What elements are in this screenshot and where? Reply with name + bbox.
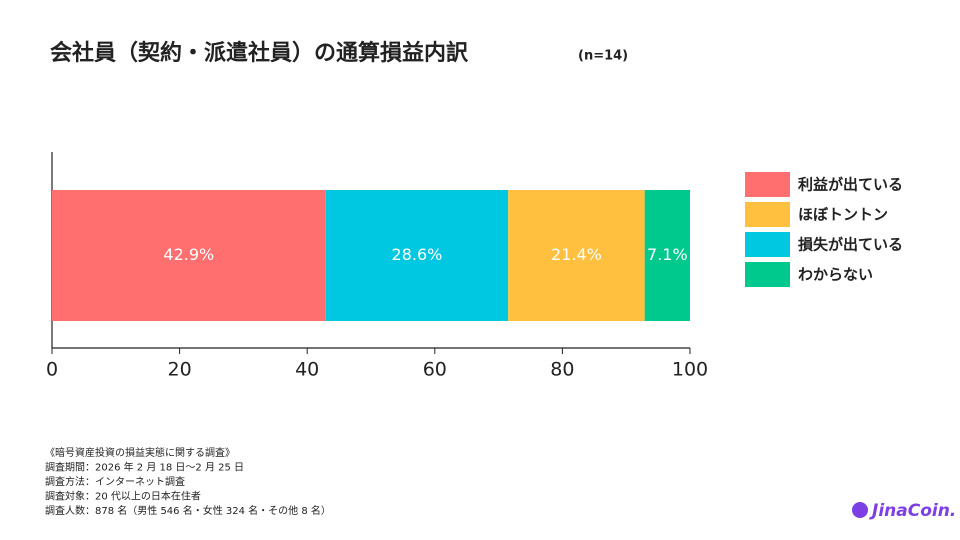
- chart-subtitle: (n=14): [578, 49, 628, 64]
- x-tick-label: 60: [423, 359, 447, 381]
- legend-label: わからない: [798, 266, 873, 284]
- logo: JinaCoin.: [869, 501, 956, 521]
- bar-segment: [508, 190, 645, 321]
- value-label: 21.4%: [551, 245, 602, 264]
- legend-label: 利益が出ている: [798, 176, 903, 194]
- legend-label: ほぼトントン: [798, 206, 888, 224]
- bar-segment: [325, 190, 509, 321]
- legend-swatch: [745, 262, 790, 287]
- chart-title: 会社員（契約・派遣社員）の通算損益内訳: [50, 40, 469, 66]
- x-tick-label: 80: [550, 359, 574, 381]
- value-label: 42.9%: [163, 245, 214, 264]
- note-line: 調査期間：2026 年 2 月 18 日〜2 月 25 日: [45, 461, 244, 474]
- bar-segment: [644, 190, 690, 321]
- legend-swatch: [745, 232, 790, 257]
- note-line: 調査対象：20 代以上の日本在住者: [45, 490, 201, 503]
- bar-segment: [52, 190, 326, 321]
- legend-label: 損失が出ている: [798, 236, 903, 254]
- notes: 《暗号資産投資の損益実態に関する調査》調査期間：2026 年 2 月 18 日〜…: [45, 446, 331, 517]
- value-label: 28.6%: [392, 245, 443, 264]
- value-label: 7.1%: [647, 245, 688, 264]
- legend-swatch: [745, 202, 790, 227]
- x-tick-label: 40: [295, 359, 319, 381]
- logo-icon: [852, 502, 868, 518]
- x-tick-label: 0: [46, 359, 58, 381]
- note-line: 調査方法：インターネット調査: [45, 475, 185, 488]
- note-line: 調査人数：878 名（男性 546 名・女性 324 名・その他 8 名）: [45, 504, 331, 517]
- legend-swatch: [745, 172, 790, 197]
- note-line: 《暗号資産投資の損益実態に関する調査》: [45, 446, 235, 459]
- x-tick-label: 100: [672, 359, 708, 381]
- x-tick-label: 20: [168, 359, 192, 381]
